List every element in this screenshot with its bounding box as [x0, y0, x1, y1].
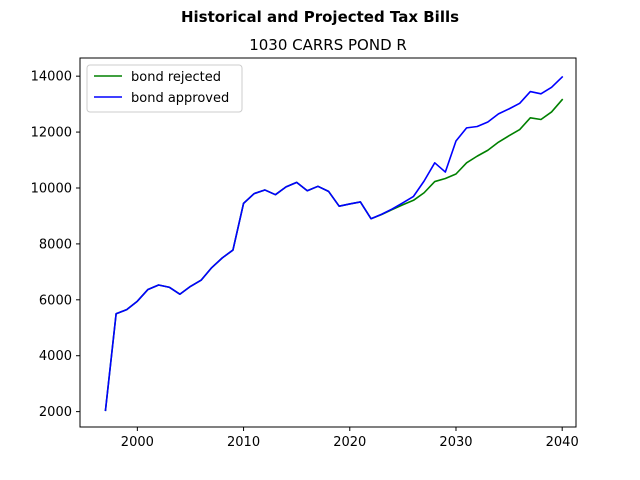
legend-label: bond approved [131, 91, 229, 106]
plot-frame [79, 57, 577, 428]
x-tick-label: 2020 [333, 435, 366, 450]
series-layer [104, 75, 564, 412]
y-tick-label: 4000 [39, 349, 72, 364]
x-tick-label: 2040 [546, 435, 579, 450]
legend-box [86, 64, 243, 113]
x-tick-label: 2030 [439, 435, 472, 450]
legend-label: bond rejected [131, 70, 221, 85]
x-tick-label: 2000 [121, 435, 154, 450]
chart-suptitle: Historical and Projected Tax Bills [181, 8, 459, 26]
y-tick-label: 14000 [31, 70, 72, 85]
legend: bond rejected bond approved [86, 64, 243, 113]
y-tick-label: 8000 [39, 237, 72, 252]
x-axis: 2000 2010 2020 2030 2040 [121, 427, 579, 450]
x-tick-label: 2010 [227, 435, 260, 450]
y-tick-label: 2000 [39, 405, 72, 420]
y-axis: 2000 4000 6000 8000 10000 12000 14000 [31, 70, 80, 420]
y-tick-label: 10000 [31, 181, 72, 196]
y-tick-label: 6000 [39, 293, 72, 308]
series-line-bond-approved [104, 75, 564, 412]
chart-title: 1030 CARRS POND R [249, 36, 407, 54]
y-tick-label: 12000 [31, 126, 72, 141]
